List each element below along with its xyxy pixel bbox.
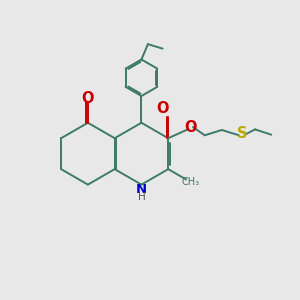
Text: O: O: [157, 100, 169, 116]
Text: N: N: [136, 182, 147, 196]
Text: CH₃: CH₃: [182, 177, 200, 187]
Text: H: H: [138, 192, 145, 202]
Text: O: O: [184, 119, 196, 134]
Text: O: O: [82, 91, 94, 106]
Text: S: S: [237, 126, 248, 141]
